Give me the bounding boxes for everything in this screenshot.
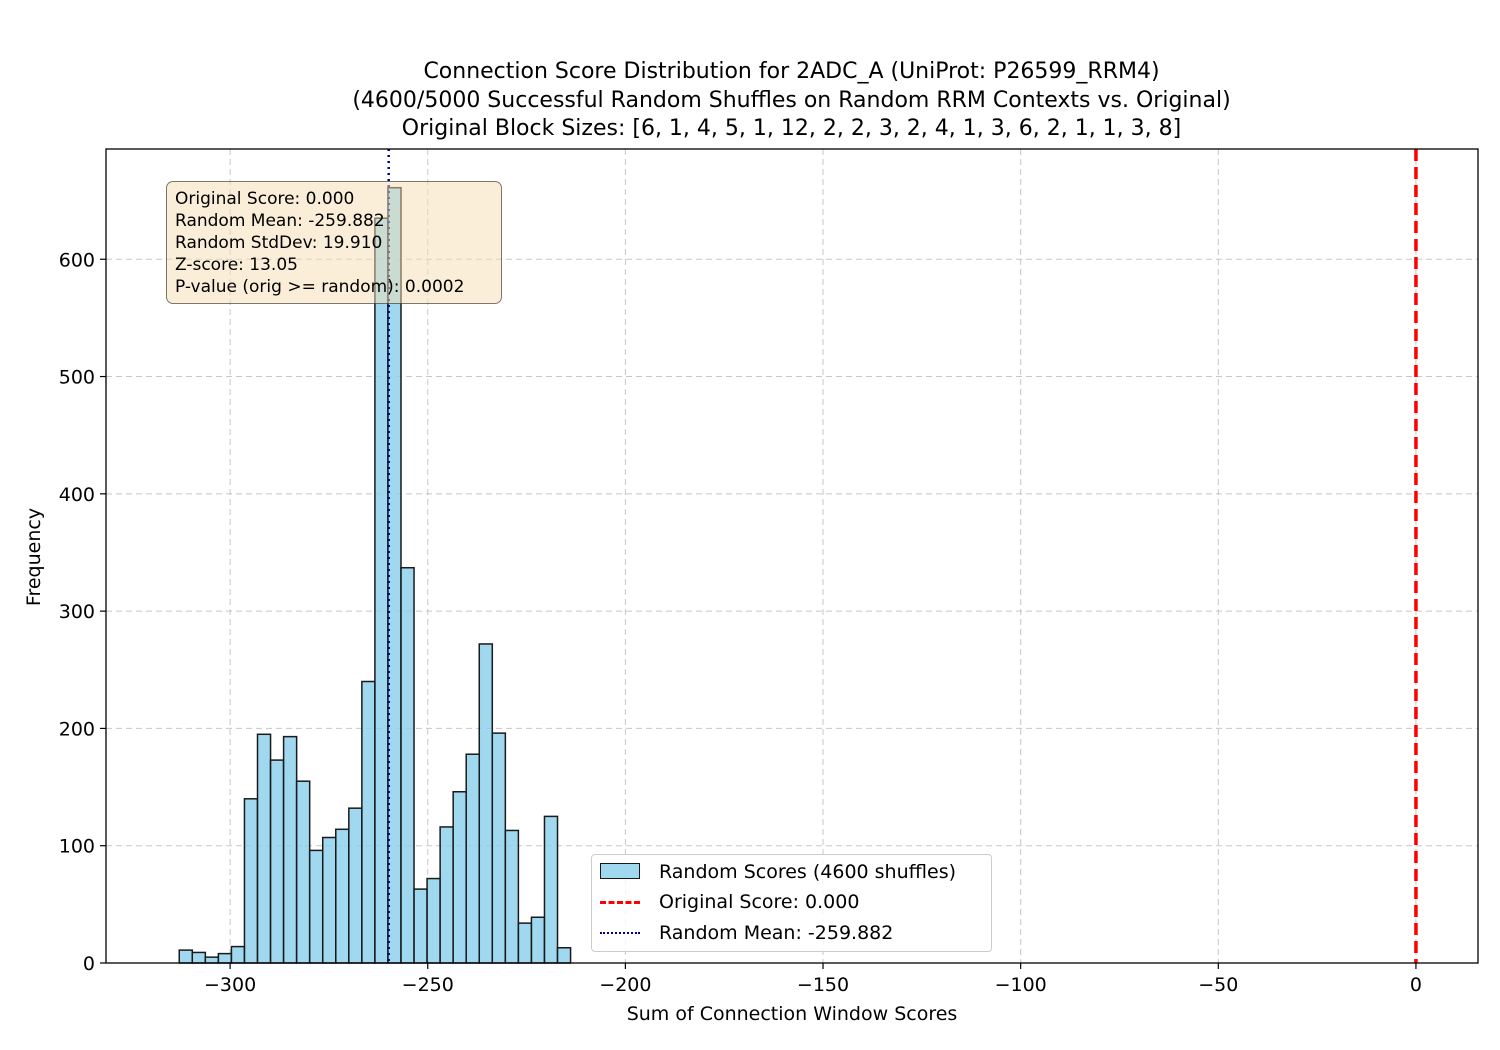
- histogram-bar: [439, 826, 454, 964]
- y-tick-label: 400: [59, 484, 95, 506]
- histogram-bar: [530, 916, 546, 964]
- x-tick-label: −100: [995, 974, 1047, 996]
- histogram-bar: [491, 732, 507, 964]
- histogram-bar: [269, 759, 285, 964]
- x-tick-label: −250: [402, 974, 454, 996]
- y-tick-label: 200: [59, 718, 95, 740]
- histogram-bar: [256, 733, 272, 964]
- legend-item-original-score: Original Score: 0.000: [600, 890, 859, 914]
- legend: Random Scores (4600 shuffles) Original S…: [591, 854, 992, 952]
- legend-item-random-scores: Random Scores (4600 shuffles): [600, 860, 956, 884]
- y-tick-label: 300: [59, 601, 95, 623]
- histogram-bar: [282, 735, 298, 964]
- stats-random-stddev: Random StdDev: 19.910: [175, 233, 383, 253]
- x-tick-label: −200: [599, 974, 651, 996]
- histogram-bar: [413, 888, 428, 964]
- plot-frame: [105, 148, 1479, 964]
- chart-title-line-1: Connection Score Distribution for 2ADC_A…: [423, 59, 1160, 84]
- legend-label-random-mean: Random Mean: -259.882: [659, 922, 894, 944]
- legend-swatch-mean-line: [600, 921, 641, 945]
- histogram-bar: [478, 643, 494, 964]
- x-tick-label: −50: [1198, 974, 1238, 996]
- y-tick-label: 600: [59, 249, 95, 271]
- stats-box: Original Score: 0.000 Random Mean: -259.…: [166, 181, 502, 304]
- y-tick-label: 0: [83, 953, 95, 975]
- histogram-bar: [543, 815, 559, 964]
- histogram-bar: [361, 680, 376, 964]
- legend-label-random-scores: Random Scores (4600 shuffles): [659, 861, 957, 883]
- histogram-bar: [204, 956, 220, 964]
- chart-title-line-2: (4600/5000 Successful Random Shuffles on…: [352, 88, 1231, 113]
- histogram-bar: [517, 922, 533, 964]
- histogram-bar: [335, 828, 350, 964]
- histogram-bar: [178, 949, 194, 964]
- histogram-bar: [504, 829, 520, 964]
- legend-swatch-original-line: [600, 890, 641, 914]
- legend-label-original-score: Original Score: 0.000: [659, 891, 860, 913]
- histogram-bar: [348, 807, 363, 964]
- chart-title-line-3: Original Block Sizes: [6, 1, 4, 5, 1, 12…: [401, 116, 1182, 141]
- legend-item-random-mean: Random Mean: -259.882: [600, 921, 893, 945]
- histogram-bar: [452, 791, 467, 964]
- stats-random-mean: Random Mean: -259.882: [175, 211, 385, 231]
- histogram-bar: [243, 798, 259, 964]
- stats-original-score: Original Score: 0.000: [175, 189, 355, 209]
- x-tick-label: −150: [797, 974, 849, 996]
- histogram-bar: [400, 566, 415, 964]
- histogram-bar: [426, 877, 441, 964]
- histogram-bar: [308, 849, 324, 964]
- histogram-bar: [295, 780, 311, 964]
- histogram-bar: [217, 952, 233, 964]
- x-axis-label: Sum of Connection Window Scores: [626, 1003, 958, 1025]
- y-tick-label: 500: [59, 367, 95, 389]
- y-axis-label: Frequency: [23, 507, 45, 607]
- legend-swatch-bars: [600, 860, 641, 884]
- histogram-bar: [465, 753, 481, 964]
- histogram-bar: [191, 951, 207, 964]
- histogram-bar: [556, 947, 572, 964]
- histogram-bar: [321, 836, 337, 964]
- x-tick-label: 0: [1410, 974, 1422, 996]
- histogram-bar: [374, 217, 389, 964]
- histogram-bar: [230, 945, 246, 964]
- y-tick-label: 100: [59, 836, 95, 858]
- stats-p-value: P-value (orig >= random): 0.0002: [175, 277, 465, 297]
- stats-z-score: Z-score: 13.05: [175, 255, 298, 275]
- x-tick-label: −300: [204, 974, 256, 996]
